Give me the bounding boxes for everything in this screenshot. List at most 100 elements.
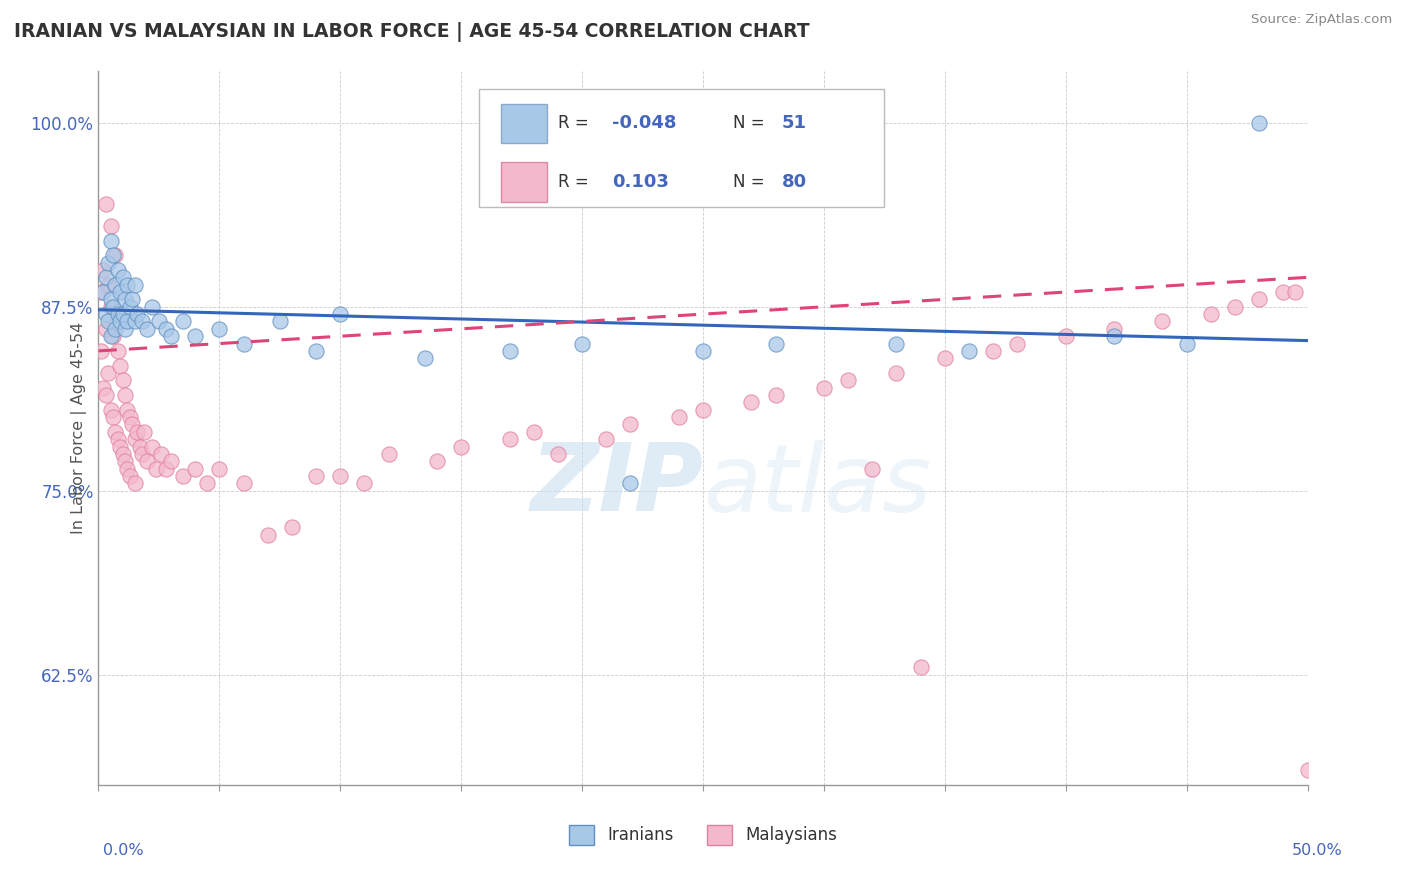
- Point: [101, 248, 124, 262]
- Point: [692, 402, 714, 417]
- Point: [765, 388, 787, 402]
- Point: [94, 307, 117, 321]
- Point: [450, 440, 472, 454]
- Point: [281, 520, 304, 534]
- Point: [117, 461, 139, 475]
- Point: [118, 300, 141, 314]
- Point: [547, 447, 569, 461]
- Point: [595, 432, 617, 446]
- Point: [104, 425, 127, 439]
- Point: [1175, 336, 1198, 351]
- Point: [127, 425, 149, 439]
- Point: [184, 461, 207, 475]
- Point: [305, 343, 328, 358]
- Point: [124, 432, 146, 446]
- Bar: [501, 103, 547, 143]
- Point: [1007, 336, 1029, 351]
- Point: [692, 343, 714, 358]
- Text: 0.0%: 0.0%: [103, 843, 143, 858]
- Point: [100, 234, 122, 248]
- Point: [256, 528, 278, 542]
- Point: [886, 366, 908, 380]
- Text: 80: 80: [782, 173, 807, 191]
- Point: [128, 440, 150, 454]
- Point: [1249, 116, 1271, 130]
- Point: [329, 469, 352, 483]
- Point: [111, 270, 134, 285]
- Text: -0.048: -0.048: [613, 114, 676, 132]
- Point: [131, 314, 153, 328]
- Point: [104, 277, 127, 292]
- Legend: Iranians, Malaysians: Iranians, Malaysians: [562, 818, 844, 852]
- Point: [107, 263, 129, 277]
- Point: [118, 469, 141, 483]
- Point: [114, 322, 136, 336]
- Point: [97, 366, 120, 380]
- Point: [1199, 307, 1222, 321]
- Point: [1152, 314, 1174, 328]
- Point: [910, 660, 932, 674]
- Point: [97, 314, 120, 328]
- Point: [353, 476, 375, 491]
- Point: [97, 255, 120, 269]
- Point: [108, 359, 131, 373]
- Point: [498, 343, 520, 358]
- Point: [195, 476, 218, 491]
- Point: [232, 336, 254, 351]
- Point: [94, 196, 117, 211]
- Text: atlas: atlas: [703, 440, 931, 531]
- Point: [101, 300, 124, 314]
- Point: [111, 373, 134, 387]
- Point: [91, 381, 114, 395]
- Point: [184, 329, 207, 343]
- Point: [571, 336, 593, 351]
- Point: [329, 307, 352, 321]
- Point: [155, 461, 177, 475]
- Point: [117, 277, 139, 292]
- Point: [208, 322, 231, 336]
- Point: [377, 447, 399, 461]
- Point: [121, 417, 143, 432]
- Point: [90, 285, 112, 299]
- Point: [94, 270, 117, 285]
- Point: [208, 461, 231, 475]
- Point: [94, 322, 117, 336]
- Point: [91, 263, 114, 277]
- Text: 0.103: 0.103: [613, 173, 669, 191]
- Point: [117, 314, 139, 328]
- Text: ZIP: ZIP: [530, 439, 703, 532]
- Point: [172, 314, 194, 328]
- Text: N =: N =: [734, 173, 770, 191]
- Point: [981, 343, 1004, 358]
- Point: [131, 447, 153, 461]
- Point: [837, 373, 859, 387]
- Point: [97, 277, 120, 292]
- Point: [426, 454, 449, 468]
- Point: [160, 454, 183, 468]
- Point: [108, 440, 131, 454]
- Bar: [501, 162, 547, 202]
- Point: [1102, 322, 1125, 336]
- Point: [619, 476, 641, 491]
- Text: 51: 51: [782, 114, 807, 132]
- Point: [121, 293, 143, 307]
- Point: [100, 300, 122, 314]
- Point: [886, 336, 908, 351]
- Point: [765, 336, 787, 351]
- Text: R =: R =: [558, 114, 593, 132]
- Point: [124, 277, 146, 292]
- Point: [269, 314, 291, 328]
- Point: [1102, 329, 1125, 343]
- Point: [118, 410, 141, 425]
- Point: [94, 388, 117, 402]
- Point: [155, 322, 177, 336]
- Point: [108, 314, 131, 328]
- Text: 50.0%: 50.0%: [1292, 843, 1343, 858]
- Text: N =: N =: [734, 114, 770, 132]
- Point: [104, 248, 127, 262]
- Point: [668, 410, 690, 425]
- Point: [127, 307, 149, 321]
- Point: [101, 329, 124, 343]
- Point: [101, 410, 124, 425]
- Point: [740, 395, 762, 409]
